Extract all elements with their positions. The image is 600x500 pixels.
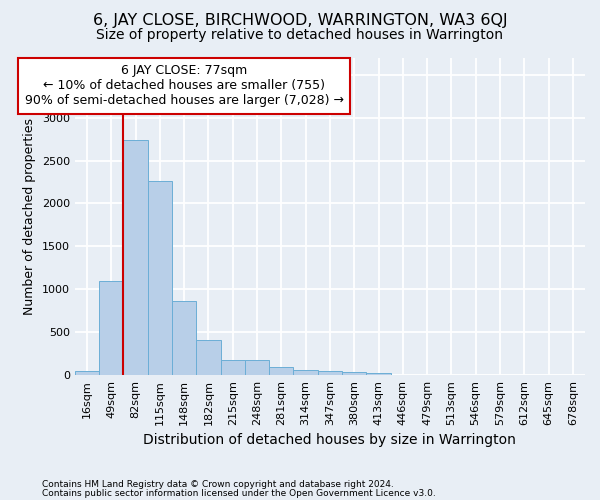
Text: Contains HM Land Registry data © Crown copyright and database right 2024.: Contains HM Land Registry data © Crown c… bbox=[42, 480, 394, 489]
Bar bbox=[269, 368, 293, 375]
Text: Contains public sector information licensed under the Open Government Licence v3: Contains public sector information licen… bbox=[42, 489, 436, 498]
X-axis label: Distribution of detached houses by size in Warrington: Distribution of detached houses by size … bbox=[143, 434, 517, 448]
Bar bbox=[367, 373, 391, 375]
Bar bbox=[124, 140, 148, 375]
Bar bbox=[172, 302, 196, 375]
Text: Size of property relative to detached houses in Warrington: Size of property relative to detached ho… bbox=[97, 28, 503, 42]
Bar bbox=[99, 280, 124, 375]
Bar bbox=[342, 372, 367, 375]
Bar bbox=[75, 371, 99, 375]
Bar bbox=[245, 360, 269, 375]
Bar bbox=[148, 181, 172, 375]
Bar bbox=[318, 372, 342, 375]
Bar bbox=[196, 340, 221, 375]
Y-axis label: Number of detached properties: Number of detached properties bbox=[23, 118, 37, 315]
Bar bbox=[293, 370, 318, 375]
Text: 6, JAY CLOSE, BIRCHWOOD, WARRINGTON, WA3 6QJ: 6, JAY CLOSE, BIRCHWOOD, WARRINGTON, WA3… bbox=[92, 12, 508, 28]
Text: 6 JAY CLOSE: 77sqm
← 10% of detached houses are smaller (755)
90% of semi-detach: 6 JAY CLOSE: 77sqm ← 10% of detached hou… bbox=[25, 64, 344, 108]
Bar bbox=[221, 360, 245, 375]
